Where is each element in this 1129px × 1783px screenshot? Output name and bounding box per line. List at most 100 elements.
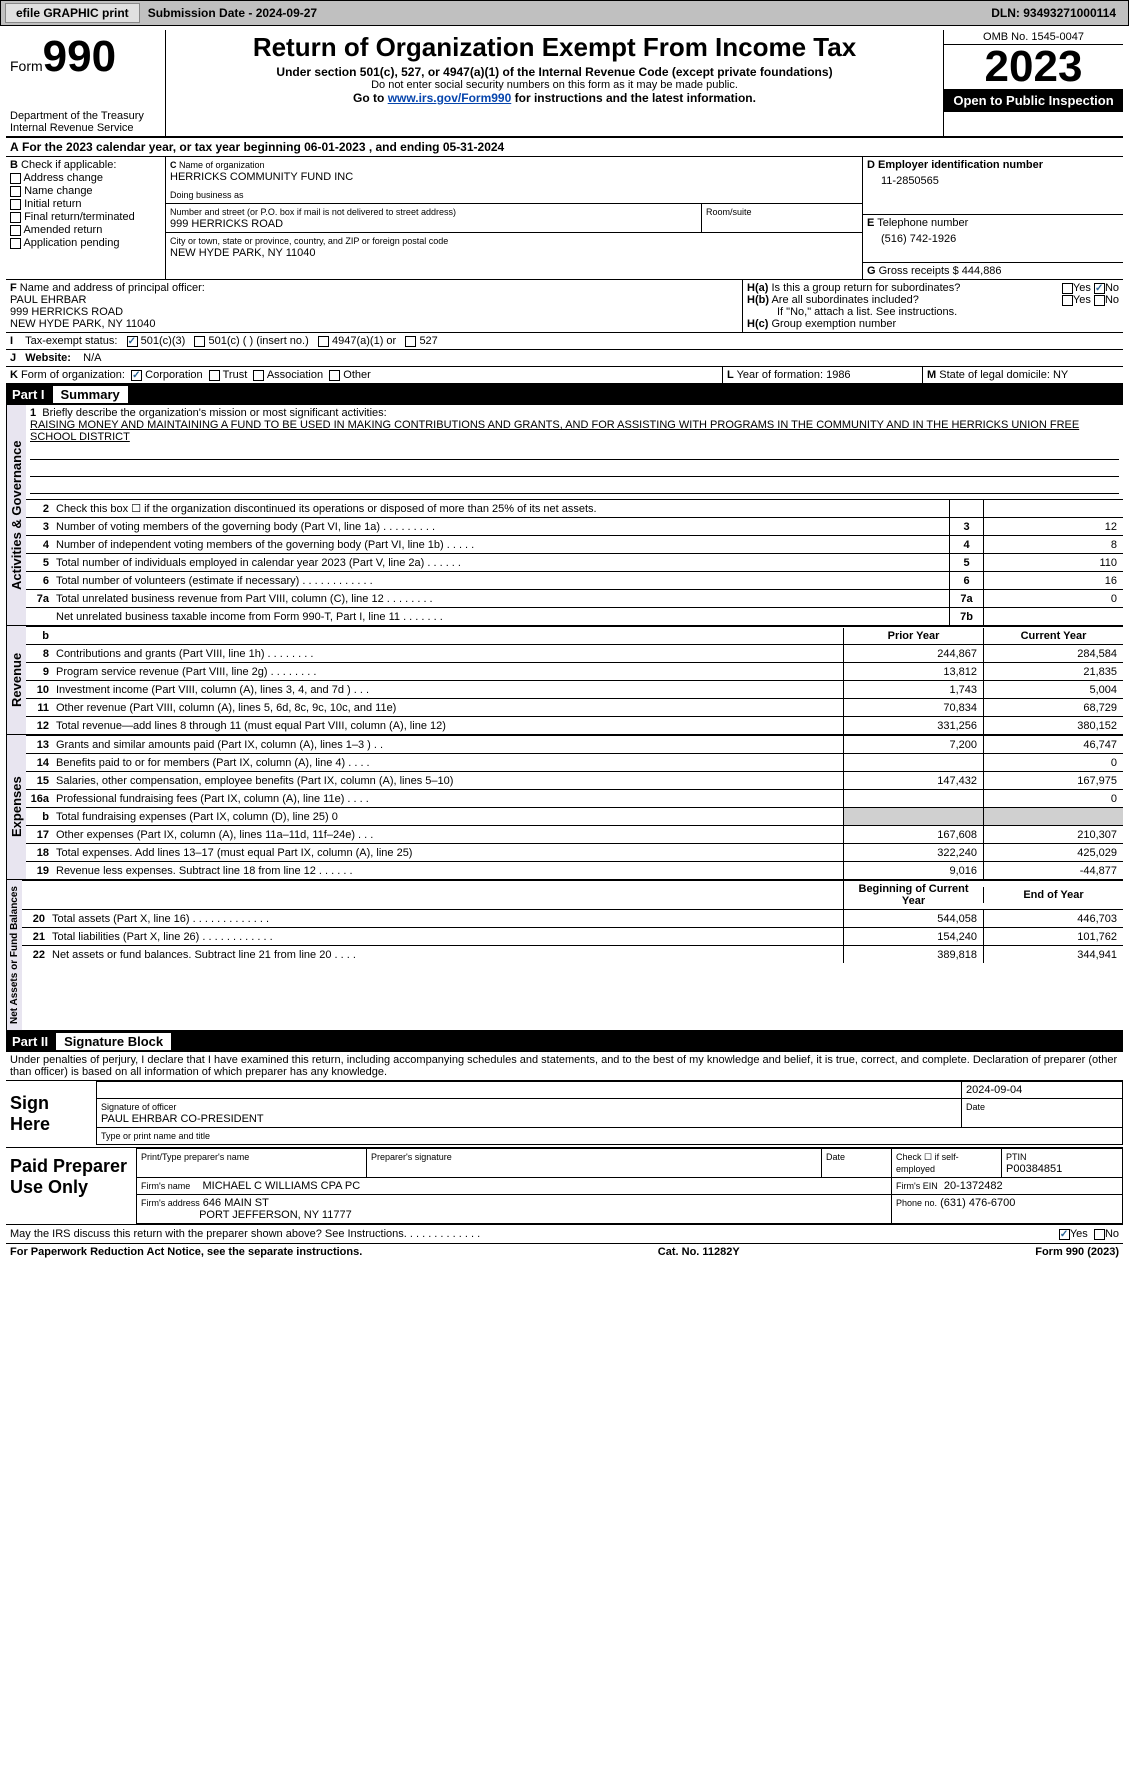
mission-q: Briefly describe the organization's miss… bbox=[42, 407, 386, 419]
type-lbl: Type or print name and title bbox=[101, 1131, 210, 1141]
cb-other[interactable] bbox=[329, 370, 340, 381]
form-title: Return of Organization Exempt From Incom… bbox=[172, 32, 937, 63]
form-word: Form bbox=[10, 58, 43, 74]
officer-name: PAUL EHRBAR bbox=[10, 294, 86, 306]
letter-ha: H(a) bbox=[747, 282, 768, 294]
ein-lbl: Employer identification number bbox=[878, 159, 1043, 171]
discuss-no[interactable] bbox=[1094, 1229, 1105, 1240]
faddr1: 646 MAIN ST bbox=[203, 1197, 269, 1209]
cb-name-change[interactable] bbox=[10, 186, 21, 197]
fein: 20-1372482 bbox=[944, 1180, 1003, 1192]
phone: (516) 742-1926 bbox=[867, 229, 1119, 245]
cb-501c[interactable] bbox=[194, 336, 205, 347]
letter-f: F bbox=[10, 282, 17, 294]
gross-val: 444,886 bbox=[962, 265, 1002, 277]
part1-label: Part I bbox=[12, 387, 53, 402]
discuss-yes[interactable] bbox=[1059, 1229, 1070, 1240]
ptin: P00384851 bbox=[1006, 1163, 1062, 1175]
street-lbl: Number and street (or P.O. box if mail i… bbox=[170, 207, 456, 217]
col-prior: Prior Year bbox=[843, 628, 983, 644]
ha-no[interactable] bbox=[1094, 283, 1105, 294]
website-lbl: Website: bbox=[25, 352, 71, 364]
form-org-lbl: Form of organization: bbox=[21, 369, 125, 381]
cb-4947[interactable] bbox=[318, 336, 329, 347]
faddr2: PORT JEFFERSON, NY 11777 bbox=[199, 1209, 352, 1221]
letter-m: M bbox=[927, 369, 936, 381]
form-sub2: Do not enter social security numbers on … bbox=[172, 79, 937, 91]
room-lbl: Room/suite bbox=[706, 207, 752, 217]
sign-here: Sign Here bbox=[6, 1081, 96, 1147]
form-sub1: Under section 501(c), 527, or 4947(a)(1)… bbox=[172, 65, 937, 79]
sig-lbl: Signature of officer bbox=[101, 1102, 176, 1112]
fphone-lbl: Phone no. bbox=[896, 1198, 937, 1208]
ha-text: Is this a group return for subordinates? bbox=[771, 282, 960, 294]
letter-k: K bbox=[10, 369, 18, 381]
prep-name-lbl: Print/Type preparer's name bbox=[141, 1152, 249, 1162]
domicile-lbl: State of legal domicile: bbox=[939, 369, 1050, 381]
goto-prefix: Go to bbox=[353, 91, 388, 105]
cb-address-change[interactable] bbox=[10, 173, 21, 184]
part2-label: Part II bbox=[12, 1034, 56, 1049]
cb-amended[interactable] bbox=[10, 225, 21, 236]
cb-final[interactable] bbox=[10, 212, 21, 223]
part1-bar: Part I Summary bbox=[6, 384, 1123, 405]
prep-sig-lbl: Preparer's signature bbox=[371, 1152, 452, 1162]
col-b: b bbox=[26, 630, 52, 642]
cb-trust[interactable] bbox=[209, 370, 220, 381]
section-expenses: Expenses 13Grants and similar amounts pa… bbox=[6, 735, 1123, 880]
section-net: Net Assets or Fund Balances Beginning of… bbox=[6, 880, 1123, 1031]
date-lbl: Date bbox=[966, 1102, 985, 1112]
prep-date-lbl: Date bbox=[826, 1152, 845, 1162]
efile-btn[interactable]: efile GRAPHIC print bbox=[5, 3, 140, 23]
cb-assoc[interactable] bbox=[253, 370, 264, 381]
cb-pending[interactable] bbox=[10, 238, 21, 249]
fein-lbl: Firm's EIN bbox=[896, 1181, 938, 1191]
dln: DLN: 93493271000114 bbox=[983, 6, 1124, 20]
footer: For Paperwork Reduction Act Notice, see … bbox=[6, 1243, 1123, 1260]
col-end: End of Year bbox=[983, 887, 1123, 903]
tab-net: Net Assets or Fund Balances bbox=[6, 880, 22, 1030]
tab-governance: Activities & Governance bbox=[6, 405, 26, 625]
letter-j: J bbox=[10, 352, 16, 364]
fphone: (631) 476-6700 bbox=[940, 1197, 1015, 1209]
firm-lbl: Firm's name bbox=[141, 1181, 190, 1191]
cb-501c3[interactable] bbox=[127, 336, 138, 347]
goto-suffix: for instructions and the latest informat… bbox=[511, 91, 756, 105]
letter-c: C bbox=[170, 160, 177, 170]
street: 999 HERRICKS ROAD bbox=[170, 218, 283, 230]
tax-year: 2023 bbox=[944, 45, 1123, 89]
discuss-text: May the IRS discuss this return with the… bbox=[10, 1228, 480, 1240]
city-lbl: City or town, state or province, country… bbox=[170, 236, 448, 246]
footer-mid: Cat. No. 11282Y bbox=[658, 1246, 740, 1258]
faddr-lbl: Firm's address bbox=[141, 1198, 200, 1208]
officer-lbl: Name and address of principal officer: bbox=[20, 282, 205, 294]
letter-hc: H(c) bbox=[747, 318, 768, 330]
tax-status-lbl: Tax-exempt status: bbox=[25, 335, 117, 347]
website: N/A bbox=[83, 352, 101, 364]
cb-corp[interactable] bbox=[131, 370, 142, 381]
hb-yes[interactable] bbox=[1062, 295, 1073, 306]
ein: 11-2850565 bbox=[867, 171, 1119, 187]
paid-preparer: Paid Preparer Use Only bbox=[6, 1148, 136, 1224]
topbar: efile GRAPHIC print Submission Date - 20… bbox=[0, 0, 1129, 26]
form-number: 990 bbox=[43, 32, 116, 81]
footer-left: For Paperwork Reduction Act Notice, see … bbox=[10, 1246, 362, 1258]
officer-addr2: NEW HYDE PARK, NY 11040 bbox=[10, 318, 156, 330]
irs-link[interactable]: www.irs.gov/Form990 bbox=[388, 91, 512, 105]
hc-text: Group exemption number bbox=[771, 318, 896, 330]
part2-bar: Part II Signature Block bbox=[6, 1031, 1123, 1052]
row-a: A For the 2023 calendar year, or tax yea… bbox=[6, 138, 1123, 157]
name-lbl: Name of organization bbox=[179, 160, 265, 170]
open-inspection: Open to Public Inspection bbox=[944, 89, 1123, 112]
footer-right: Form 990 (2023) bbox=[1035, 1246, 1119, 1258]
submission-date: Submission Date - 2024-09-27 bbox=[140, 6, 325, 20]
city: NEW HYDE PARK, NY 11040 bbox=[170, 247, 316, 259]
col-current: Current Year bbox=[983, 628, 1123, 644]
cb-initial[interactable] bbox=[10, 199, 21, 210]
section-governance: Activities & Governance 1 Briefly descri… bbox=[6, 405, 1123, 626]
officer-sig: PAUL EHRBAR CO-PRESIDENT bbox=[101, 1113, 264, 1125]
cb-527[interactable] bbox=[405, 336, 416, 347]
ha-yes[interactable] bbox=[1062, 283, 1073, 294]
hb-no[interactable] bbox=[1094, 295, 1105, 306]
letter-d: D bbox=[867, 159, 875, 171]
